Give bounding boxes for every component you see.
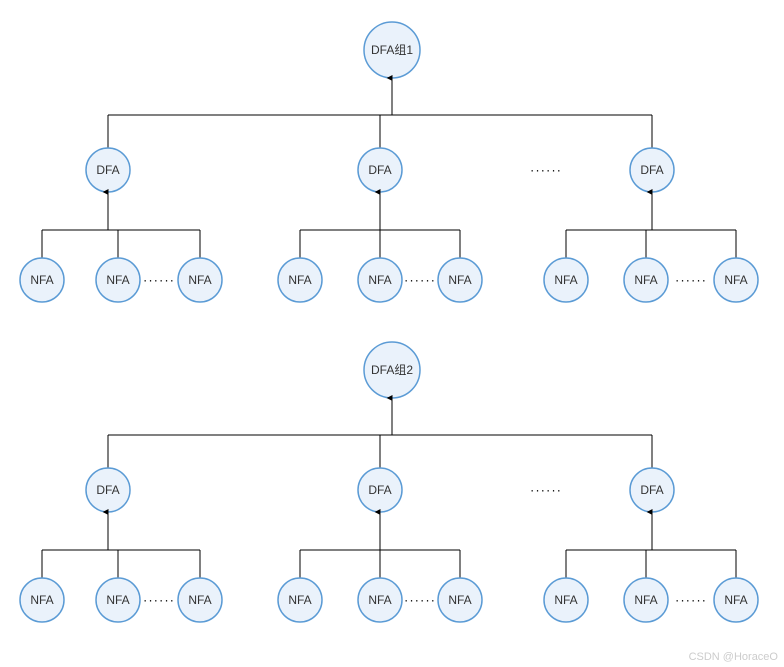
root-node: DFA组2 [364, 342, 420, 398]
svg-text:NFA: NFA [724, 273, 747, 287]
dfa-node: DFA [86, 148, 130, 192]
svg-text:NFA: NFA [288, 593, 311, 607]
svg-text:NFA: NFA [724, 593, 747, 607]
ellipsis: ······ [675, 273, 707, 288]
svg-text:NFA: NFA [554, 593, 577, 607]
ellipsis: ······ [143, 273, 175, 288]
svg-text:NFA: NFA [448, 273, 471, 287]
svg-text:DFA: DFA [640, 483, 663, 497]
ellipsis: ······ [404, 273, 436, 288]
ellipsis: ······ [404, 593, 436, 608]
svg-text:NFA: NFA [554, 273, 577, 287]
svg-text:DFA: DFA [640, 163, 663, 177]
nfa-node: NFA [96, 258, 140, 302]
svg-text:NFA: NFA [30, 273, 53, 287]
svg-text:NFA: NFA [448, 593, 471, 607]
root-node: DFA组1 [364, 22, 420, 78]
dfa-node: DFA [358, 468, 402, 512]
ellipsis: ······ [143, 593, 175, 608]
dfa-node: DFA [358, 148, 402, 192]
nfa-node: NFA [358, 258, 402, 302]
watermark: CSDN @HoraceO [689, 651, 778, 663]
nfa-node: NFA [358, 578, 402, 622]
nfa-node: NFA [544, 578, 588, 622]
svg-text:NFA: NFA [634, 593, 657, 607]
nfa-node: NFA [714, 258, 758, 302]
nfa-node: NFA [20, 258, 64, 302]
svg-text:DFA组2: DFA组2 [371, 363, 413, 377]
nfa-node: NFA [178, 578, 222, 622]
svg-text:DFA: DFA [368, 483, 391, 497]
svg-text:NFA: NFA [188, 273, 211, 287]
svg-text:NFA: NFA [106, 593, 129, 607]
ellipsis: ······ [675, 593, 707, 608]
svg-text:NFA: NFA [634, 273, 657, 287]
ellipsis: ······ [530, 483, 562, 498]
nfa-node: NFA [438, 258, 482, 302]
nfa-node: NFA [178, 258, 222, 302]
nfa-node: NFA [96, 578, 140, 622]
svg-text:NFA: NFA [188, 593, 211, 607]
nfa-node: NFA [278, 258, 322, 302]
svg-text:NFA: NFA [106, 273, 129, 287]
nfa-node: NFA [544, 258, 588, 302]
svg-text:DFA组1: DFA组1 [371, 43, 413, 57]
svg-text:NFA: NFA [368, 273, 391, 287]
nfa-node: NFA [20, 578, 64, 622]
dfa-node: DFA [630, 468, 674, 512]
nfa-node: NFA [624, 258, 668, 302]
svg-text:NFA: NFA [288, 273, 311, 287]
dfa-node: DFA [630, 148, 674, 192]
svg-text:DFA: DFA [96, 483, 119, 497]
nfa-node: NFA [438, 578, 482, 622]
dfa-node: DFA [86, 468, 130, 512]
tree-diagram: DFA组1 DFA NFA NFA ······ NFA DFA ······ NFA NFA ··… [0, 0, 784, 667]
nfa-node: NFA [714, 578, 758, 622]
svg-text:DFA: DFA [368, 163, 391, 177]
svg-text:NFA: NFA [368, 593, 391, 607]
nfa-node: NFA [278, 578, 322, 622]
ellipsis: ······ [530, 163, 562, 178]
svg-text:NFA: NFA [30, 593, 53, 607]
svg-text:DFA: DFA [96, 163, 119, 177]
nfa-node: NFA [624, 578, 668, 622]
